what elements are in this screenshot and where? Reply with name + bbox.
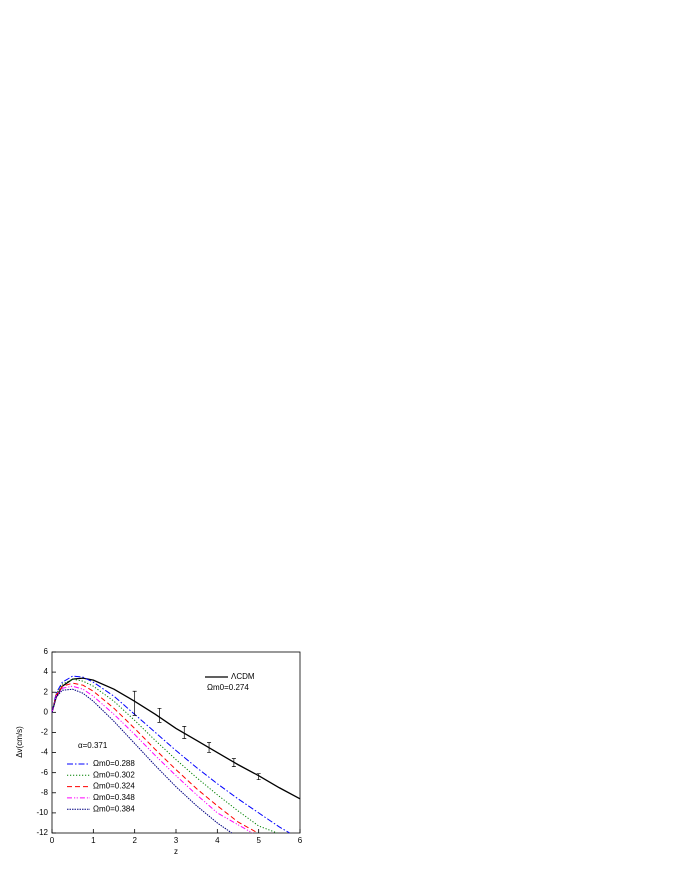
error-bar bbox=[256, 773, 261, 781]
x-tick-label: 5 bbox=[256, 836, 261, 845]
y-tick-label: -12 bbox=[36, 828, 48, 837]
x-tick-label: 3 bbox=[174, 836, 179, 845]
error-bar bbox=[182, 726, 187, 739]
error-bar bbox=[231, 758, 236, 767]
y-axis-label: Δv(cm/s) bbox=[15, 726, 24, 758]
y-tick-label: -4 bbox=[41, 748, 49, 757]
y-tick-label: 0 bbox=[44, 707, 49, 716]
y-tick-label: -8 bbox=[41, 788, 49, 797]
x-tick-label: 0 bbox=[50, 836, 55, 845]
legend-label: Ωm0=0.348 bbox=[93, 793, 135, 802]
line bbox=[51, 682, 259, 834]
y-tick-label: -6 bbox=[41, 768, 49, 777]
y-tick-label: 2 bbox=[44, 687, 49, 696]
annotation: α=0.371 bbox=[78, 741, 108, 750]
legend-label: ΛCDM bbox=[231, 672, 255, 681]
y-tick-label: 4 bbox=[44, 667, 49, 676]
x-tick-label: 2 bbox=[132, 836, 137, 845]
y-tick-label: -2 bbox=[41, 728, 49, 737]
line bbox=[51, 678, 278, 834]
x-tick-label: 1 bbox=[91, 836, 96, 845]
y-tick-label: 6 bbox=[44, 647, 49, 656]
x-axis-label: z bbox=[174, 847, 178, 856]
x-tick-label: 4 bbox=[215, 836, 220, 845]
error-bar bbox=[132, 690, 137, 716]
legend-label: Ωm0=0.324 bbox=[93, 782, 135, 791]
legend-label: Ωm0=0.302 bbox=[93, 770, 135, 779]
line bbox=[51, 675, 290, 834]
y-tick-label: -10 bbox=[36, 808, 48, 817]
line bbox=[51, 688, 233, 834]
line bbox=[51, 677, 301, 800]
error-bar bbox=[157, 707, 162, 723]
legend-label: Ωm0=0.384 bbox=[93, 804, 135, 813]
x-tick-label: 6 bbox=[298, 836, 303, 845]
error-bar bbox=[207, 742, 212, 753]
legend-label: Ωm0=0.288 bbox=[93, 759, 135, 768]
annotation: Ωm0=0.274 bbox=[207, 683, 249, 692]
line bbox=[51, 685, 253, 834]
